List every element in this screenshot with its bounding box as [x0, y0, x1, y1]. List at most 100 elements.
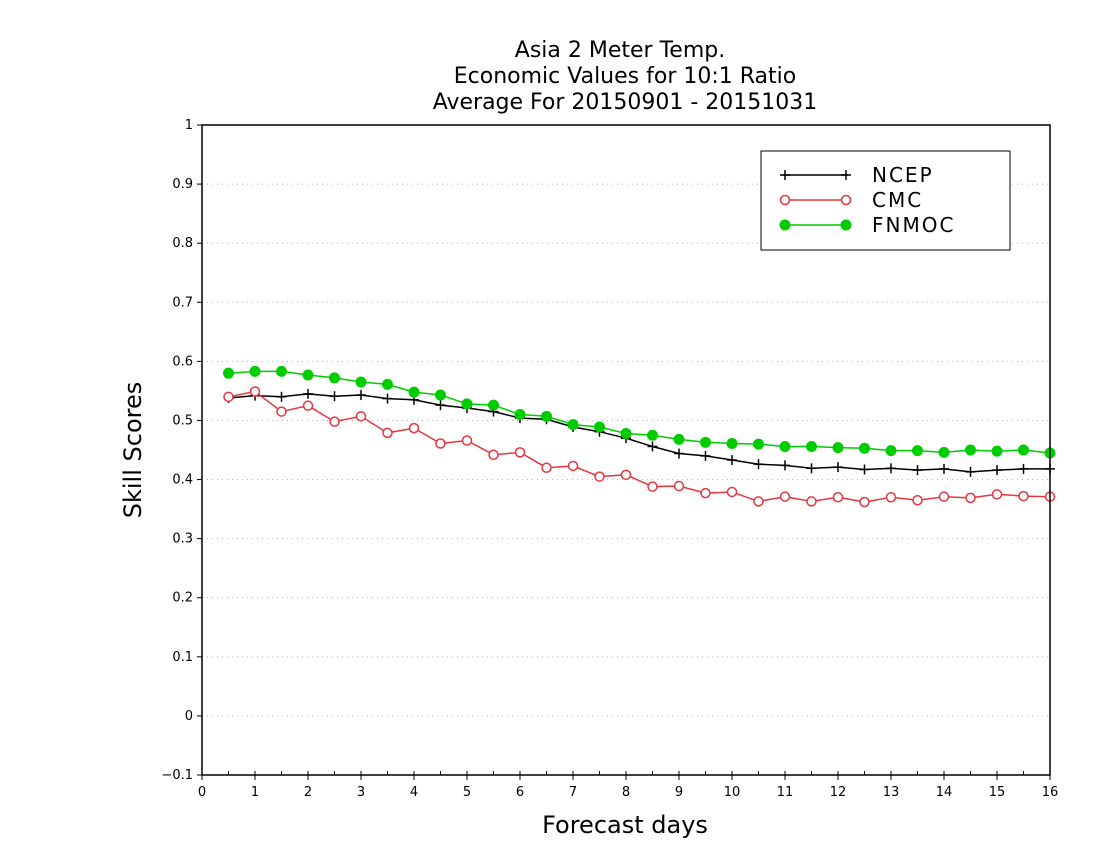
- y-tick-label: 0.1: [172, 650, 193, 665]
- fnmoc-data-point: [382, 378, 393, 390]
- chart-title-line-2: Economic Values for 10:1 Ratio: [454, 64, 796, 89]
- chart-title-line-1: Asia 2 Meter Temp.: [515, 38, 725, 63]
- cmc-data-point: [541, 462, 552, 473]
- cmc-data-point: [567, 460, 579, 472]
- y-tick-label: −0.1: [161, 768, 193, 783]
- fnmoc-data-point: [859, 442, 870, 454]
- fnmoc-data-point: [779, 440, 791, 452]
- legend-marker-cmc: [840, 194, 852, 206]
- cmc-data-point: [779, 491, 791, 502]
- cmc-data-point: [382, 427, 393, 439]
- y-tick-label: 0.2: [172, 591, 193, 606]
- ncep-data-point: [939, 463, 949, 474]
- fnmoc-data-point: [726, 438, 738, 449]
- cmc-data-point: [859, 496, 870, 508]
- fnmoc-data-point: [594, 421, 605, 433]
- cmc-data-point: [329, 416, 340, 427]
- cmc-data-point: [832, 492, 844, 503]
- x-tick-label: 11: [777, 785, 794, 800]
- cmc-data-point: [647, 481, 658, 492]
- x-tick-label: 7: [569, 785, 577, 800]
- fnmoc-data-point: [620, 427, 632, 439]
- x-tick-label: 10: [724, 785, 741, 800]
- legend-marker-fnmoc: [840, 219, 852, 231]
- fnmoc-data-point: [753, 438, 764, 450]
- y-tick-label: 0.3: [172, 532, 193, 547]
- legend-label-fnmoc: FNMOC: [872, 213, 955, 237]
- fnmoc-data-point: [700, 436, 711, 448]
- fnmoc-data-point: [647, 429, 658, 441]
- x-tick-label: 15: [989, 785, 1006, 800]
- x-tick-label: 8: [622, 785, 630, 800]
- cmc-data-point: [991, 489, 1003, 500]
- fnmoc-data-point: [832, 442, 844, 454]
- cmc-data-point: [885, 492, 897, 503]
- fnmoc-data-point: [885, 445, 897, 457]
- x-tick-label: 0: [198, 785, 206, 800]
- cmc-data-point: [965, 492, 976, 504]
- cmc-data-point: [276, 406, 287, 417]
- ncep-data-point: [780, 460, 790, 471]
- cmc-data-point: [753, 496, 764, 507]
- ncep-data-point: [674, 448, 684, 459]
- fnmoc-data-point: [541, 410, 552, 422]
- x-tick-label: 2: [304, 785, 312, 800]
- cmc-data-point: [355, 411, 367, 422]
- ncep-data-point: [886, 463, 896, 474]
- cmc-data-point: [514, 447, 526, 458]
- fnmoc-data-point: [435, 389, 446, 401]
- ncep-data-point: [700, 450, 711, 461]
- ncep-data-point: [992, 465, 1002, 476]
- y-tick-label: 0.7: [172, 295, 193, 310]
- cmc-data-point: [700, 487, 711, 499]
- ncep-data-point: [435, 400, 446, 411]
- x-tick-label: 3: [357, 785, 365, 800]
- y-tick-label: 1: [185, 118, 193, 133]
- cmc-data-point: [594, 471, 605, 482]
- legend-label-cmc: CMC: [872, 188, 923, 212]
- ncep-data-point: [806, 463, 817, 474]
- ncep-data-point: [1018, 463, 1029, 474]
- cmc-data-point: [726, 486, 738, 498]
- ncep-data-point: [382, 393, 393, 404]
- ncep-data-point: [303, 388, 313, 399]
- x-tick-label: 16: [1042, 785, 1059, 800]
- cmc-data-point: [938, 491, 950, 502]
- ncep-data-point: [356, 390, 366, 401]
- fnmoc-data-point: [1018, 444, 1029, 456]
- fnmoc-data-point: [912, 445, 923, 457]
- ncep-data-point: [647, 441, 658, 452]
- ncep-data-point: [753, 459, 764, 470]
- fnmoc-data-point: [408, 386, 420, 398]
- y-axis-title: Skill Scores: [119, 382, 147, 519]
- cmc-data-point: [408, 422, 420, 434]
- fnmoc-data-point: [673, 433, 685, 445]
- fnmoc-data-point: [461, 398, 473, 410]
- cmc-data-point: [912, 494, 923, 506]
- cmc-data-point: [620, 469, 632, 481]
- x-tick-label: 4: [410, 785, 418, 800]
- axis-ticks: −0.100.10.20.30.40.50.60.70.80.910 1 2 3 4 5 6…: [161, 118, 1058, 800]
- fnmoc-data-point: [938, 446, 950, 458]
- fnmoc-data-point: [223, 367, 234, 379]
- cmc-data-point: [488, 449, 499, 460]
- cmc-data-point: [461, 435, 473, 446]
- fnmoc-data-point: [488, 399, 499, 411]
- legend-marker-fnmoc: [779, 219, 791, 231]
- fnmoc-data-point: [514, 409, 526, 421]
- cmc-data-point: [302, 400, 314, 411]
- cmc-data-point: [223, 391, 234, 403]
- fnmoc-data-point: [276, 365, 287, 377]
- y-tick-label: 0.9: [172, 177, 193, 192]
- y-tick-label: 0.6: [172, 354, 193, 369]
- ncep-data-point: [276, 391, 287, 402]
- cmc-data-point: [806, 496, 817, 507]
- ncep-data-point: [859, 464, 870, 475]
- fnmoc-data-point: [806, 440, 817, 452]
- y-tick-label: 0.8: [172, 236, 193, 251]
- legend-marker-ncep: [780, 170, 790, 180]
- y-tick-label: 0.4: [172, 473, 193, 488]
- x-tick-label: 14: [936, 785, 953, 800]
- y-tick-label: 0.5: [172, 413, 193, 428]
- legend-label-ncep: NCEP: [872, 163, 934, 187]
